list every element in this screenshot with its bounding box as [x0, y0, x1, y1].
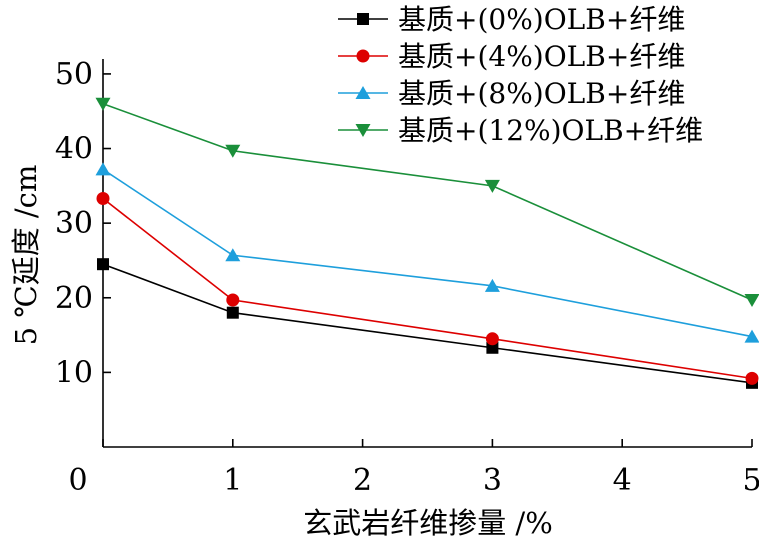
x-tick-label-5: 5: [742, 463, 759, 498]
data-point-1-0: [96, 192, 110, 206]
legend-marker-1: [356, 49, 370, 63]
data-point-0-1: [226, 306, 239, 319]
y-tick-label-50: 50: [55, 57, 93, 92]
legend-label-3: 基质+(12%)OLB+纤维: [398, 114, 703, 147]
x-tick-label-2: 2: [353, 463, 372, 498]
series-1: [96, 192, 759, 385]
series-3: [95, 97, 759, 308]
series-line-1: [102, 197, 753, 380]
series-2: [95, 162, 759, 343]
y-tick-label-10: 10: [55, 355, 93, 390]
x-axis-title: 玄武岩纤维掺量 /%: [303, 506, 553, 540]
series-line-3: [102, 103, 753, 301]
y-tick-label-30: 30: [55, 206, 93, 241]
legend: 基质+(0%)OLB+纤维基质+(4%)OLB+纤维基质+(8%)OLB+纤维基…: [338, 3, 703, 147]
data-point-2-1: [225, 248, 241, 262]
legend-label-0: 基质+(0%)OLB+纤维: [398, 3, 685, 36]
legend-label-1: 基质+(4%)OLB+纤维: [398, 40, 685, 73]
x-tick-label-1: 1: [223, 463, 242, 498]
data-point-3-2: [484, 179, 500, 193]
data-point-1-2: [485, 332, 499, 346]
series-group: [95, 97, 759, 389]
data-point-3-3: [744, 294, 759, 308]
data-point-1-3: [745, 371, 759, 385]
y-tick-label-40: 40: [55, 132, 93, 167]
data-point-2-2: [484, 278, 500, 292]
data-point-1-1: [226, 293, 240, 307]
legend-item-1: 基质+(4%)OLB+纤维: [338, 40, 685, 73]
legend-item-2: 基质+(8%)OLB+纤维: [338, 77, 685, 110]
y-tick-label-20: 20: [55, 281, 93, 316]
ticks: 0 1 2 3 4 5 10 20 30 40 50: [55, 57, 759, 498]
data-point-0-2: [486, 341, 499, 354]
legend-marker-0: [357, 13, 369, 25]
series-line-0: [102, 263, 753, 384]
data-point-2-0: [95, 162, 111, 176]
legend-label-2: 基质+(8%)OLB+纤维: [398, 77, 685, 110]
legend-item-3: 基质+(12%)OLB+纤维: [338, 114, 703, 147]
x-tick-label-4: 4: [613, 463, 632, 498]
legend-marker-3: [355, 124, 371, 137]
legend-marker-2: [355, 86, 371, 99]
data-point-2-3: [744, 329, 759, 343]
series-line-2: [102, 168, 753, 338]
x-tick-label-3: 3: [483, 463, 502, 498]
legend-item-0: 基质+(0%)OLB+纤维: [338, 3, 685, 36]
y-axis-title: 5 ℃延度 /cm: [9, 165, 43, 346]
x-tick-label-0: 0: [68, 463, 87, 498]
data-point-0-0: [97, 258, 109, 271]
axes: [102, 59, 752, 448]
data-point-3-0: [95, 97, 111, 111]
data-point-3-1: [225, 144, 241, 158]
